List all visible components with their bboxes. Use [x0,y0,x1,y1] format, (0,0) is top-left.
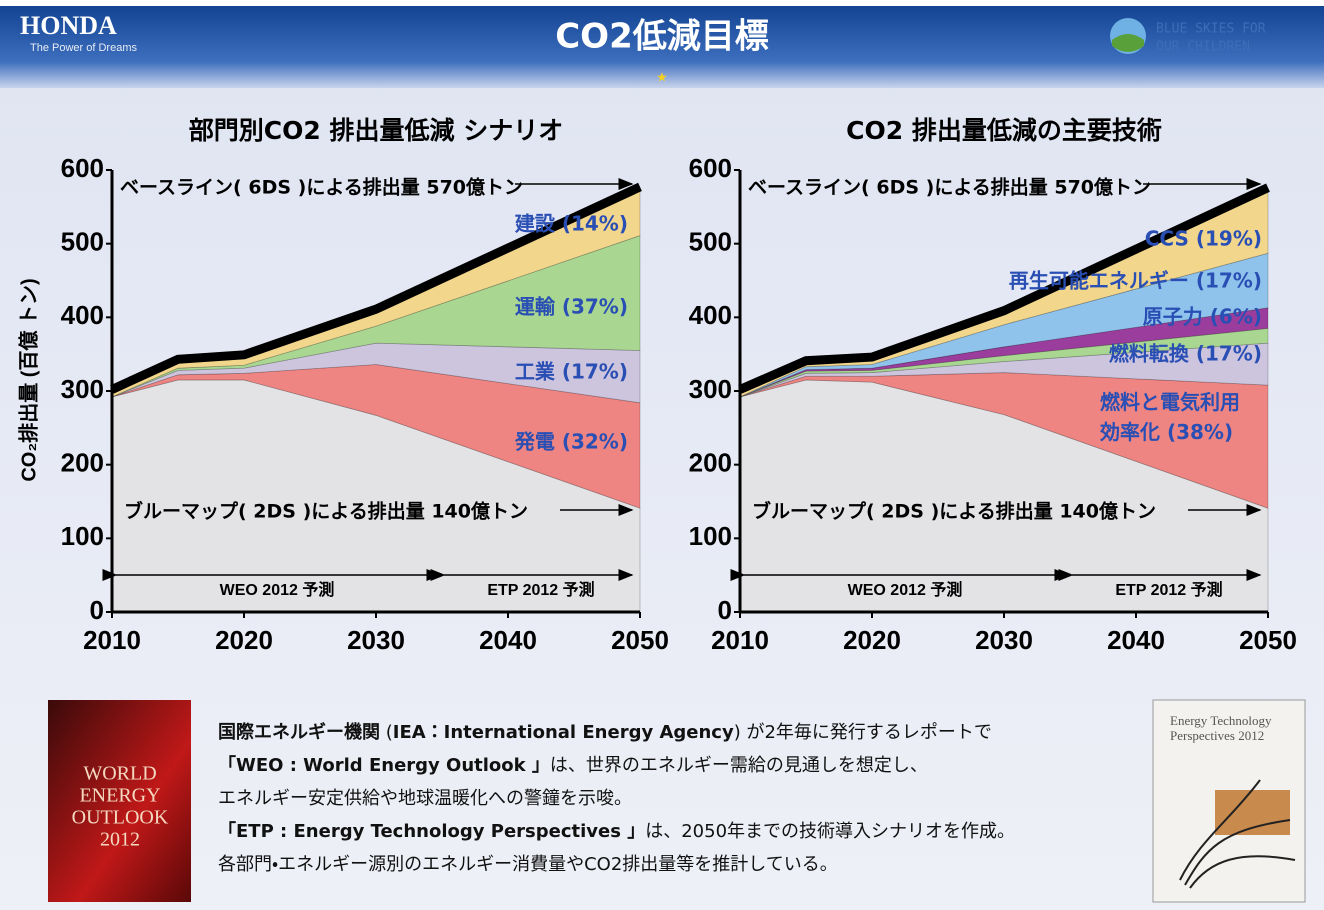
series-label: 燃料転換 (17%) [1109,342,1262,366]
book-text: OUTLOOK [72,807,169,829]
description-run: エネルギー安定供給や地球温暖化への警鐘を示唆。 [218,788,632,809]
header-top [0,0,1324,6]
annotation: ブルーマップ( 2DS )による排出量 140億トン [752,500,1156,523]
description-line: 国際エネルギー機関 (IEA：International Energy Agen… [218,721,992,743]
y-tick-label: 300 [689,374,732,404]
y-tick-label: 0 [718,595,732,625]
description-run: は、2050年までの技術導入シナリオを作成。 [645,821,1015,842]
annotation: ベースライン( 6DS )による排出量 570億トン [748,176,1151,199]
brand: HONDA [20,11,117,40]
series-label: 発電 (32%) [514,430,628,454]
y-axis-title: CO₂排出量 (百億 トン) [16,278,40,481]
x-tick-label: 2020 [215,625,273,655]
chart-title: CO2 排出量低減の主要技術 [846,116,1162,145]
book-art [1179,779,1296,889]
span-label: WEO 2012 予測 [220,580,335,599]
y-tick-label: 600 [689,153,732,183]
x-tick-label: 2020 [843,625,901,655]
series-label: CCS (19%) [1145,227,1262,251]
description-run: ) が2年毎に発行するレポートで [734,722,992,743]
book-text: WORLD [83,763,156,785]
series-label: 工業 (17%) [515,360,628,384]
x-tick-label: 2050 [611,625,669,655]
description-line: 「WEO : World Energy Outlook 」は、世界のエネルギー需… [218,754,928,776]
y-tick-label: 400 [61,300,104,330]
description-run: 各部門・エネルギー源別のエネルギー消費量やCO2排出量等を推計している。 [218,854,838,875]
book-text: 2012 [100,829,140,851]
x-tick-label: 2030 [347,625,405,655]
description-run: IEA：International Energy Agency [393,722,734,743]
y-tick-label: 500 [61,227,104,257]
x-tick-label: 2010 [711,625,769,655]
annotation: ブルーマップ( 2DS )による排出量 140億トン [124,500,528,523]
page-title: CO2低減目標 [555,17,769,57]
span-label: ETP 2012 予測 [1115,580,1222,599]
span-label: ETP 2012 予測 [487,580,594,599]
description-run: 国際エネルギー機関 [218,721,380,743]
series-label-box: 燃料と電気利用効率化 (38%) [1100,390,1240,444]
charts: 部門別CO2 排出量低減 シナリオ CO₂排出量 (百億 トン) 0 100 200 30… [16,116,1297,655]
y-tick-label: 300 [61,374,104,404]
y-tick-label: 100 [61,521,104,551]
x-tick-label: 2010 [83,625,141,655]
baseline-line [738,183,1270,394]
x-tick-label: 2030 [975,625,1033,655]
y-tick-label: 0 [90,595,104,625]
series-label: 再生可能エネルギー (17%) [1009,269,1262,293]
description-line: 「ETP : Energy Technology Perspectives 」は… [218,820,1015,842]
description-run: 「WEO : World Energy Outlook 」 [218,754,550,776]
series-label: 燃料と電気利用効率化 (38%) [1100,390,1240,444]
annotation: ベースライン( 6DS )による排出量 570億トン [120,176,523,199]
x-tick-label: 2050 [1239,625,1297,655]
y-tick-label: 400 [689,300,732,330]
book-cover [48,700,191,902]
x-tick-label: 2040 [479,625,537,655]
star: ★ [656,69,668,84]
baseline-line [110,182,642,394]
campaign-logo-land [1112,34,1144,52]
y-tick-label: 500 [689,227,732,257]
description-run: は、世界のエネルギー需給の見通しを想定し、 [550,755,928,776]
series-label: 運輸 (37%) [515,295,628,319]
description-run: 「ETP : Energy Technology Perspectives 」 [218,820,645,842]
x-tick-label: 2040 [1107,625,1165,655]
campaign-text: BLUE SKIES FOR [1156,22,1266,37]
description-run: ( [380,722,393,743]
campaign-text: OUR CHILDREN [1156,40,1250,55]
area-layer [739,372,1269,509]
y-tick-label: 100 [689,521,732,551]
y-tick-label: 200 [61,448,104,478]
book-text: ENERGY [79,785,160,807]
series-label: 原子力 (6%) [1143,305,1262,329]
series-label: 建設 (14%) [514,212,628,236]
span-label: WEO 2012 予測 [848,580,963,599]
book-text: Perspectives 2012 [1170,728,1264,743]
header-bar [0,0,1324,88]
description-line: 各部門・エネルギー源別のエネルギー消費量やCO2排出量等を推計している。 [218,854,838,875]
tagline: The Power of Dreams [30,42,137,54]
y-tick-label: 200 [689,448,732,478]
book-text: Energy Technology [1170,713,1272,728]
chart-title: 部門別CO2 排出量低減 シナリオ [189,116,563,145]
y-tick-label: 600 [61,153,104,183]
description: 国際エネルギー機関 (IEA：International Energy Agen… [218,721,1015,875]
description-line: エネルギー安定供給や地球温暖化への警鐘を示唆。 [218,788,632,809]
